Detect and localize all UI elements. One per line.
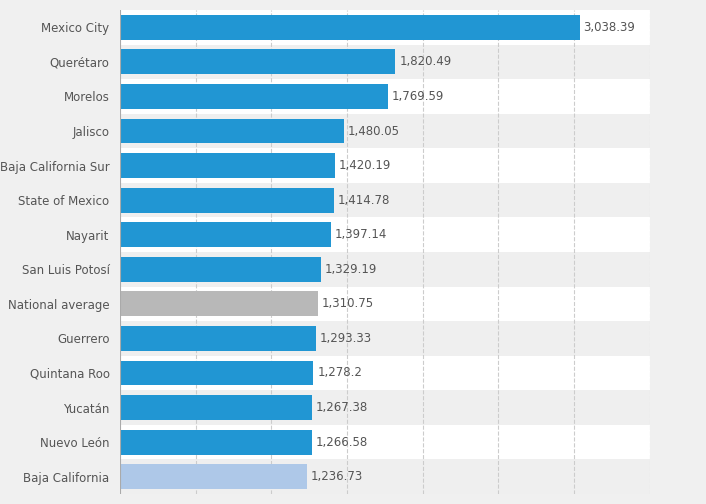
Bar [120,287,650,321]
Bar [120,257,321,282]
Text: 1,267.38: 1,267.38 [316,401,368,414]
Bar [120,429,311,455]
Text: 1,310.75: 1,310.75 [322,297,374,310]
Text: 1,397.14: 1,397.14 [335,228,388,241]
Text: 1,820.49: 1,820.49 [399,55,451,69]
Text: 3,038.39: 3,038.39 [583,21,635,34]
Bar [120,360,313,386]
Bar [120,183,650,217]
Text: 1,414.78: 1,414.78 [338,194,390,207]
Bar [120,15,580,40]
Bar [120,326,316,351]
Bar [120,187,334,213]
Bar [120,395,312,420]
Text: 1,278.2: 1,278.2 [317,366,362,380]
Bar [120,459,650,494]
Text: 1,236.73: 1,236.73 [311,470,363,483]
Bar [120,291,318,317]
Text: 1,329.19: 1,329.19 [325,263,377,276]
Bar [120,356,650,390]
Bar [120,10,650,45]
Text: 1,480.05: 1,480.05 [348,124,400,138]
Bar [120,252,650,287]
Bar [120,222,331,247]
Bar [120,114,650,148]
Bar [120,321,650,356]
Text: 1,769.59: 1,769.59 [392,90,444,103]
Bar [120,464,307,489]
Bar [120,118,344,144]
Bar [120,148,650,183]
Text: 1,266.58: 1,266.58 [316,435,368,449]
Bar [120,49,395,75]
Bar [120,45,650,79]
Bar [120,79,650,114]
Text: 1,293.33: 1,293.33 [319,332,371,345]
Bar [120,217,650,252]
Bar [120,153,335,178]
Bar [120,84,388,109]
Bar [120,425,650,459]
Text: 1,420.19: 1,420.19 [339,159,391,172]
Bar [120,390,650,425]
